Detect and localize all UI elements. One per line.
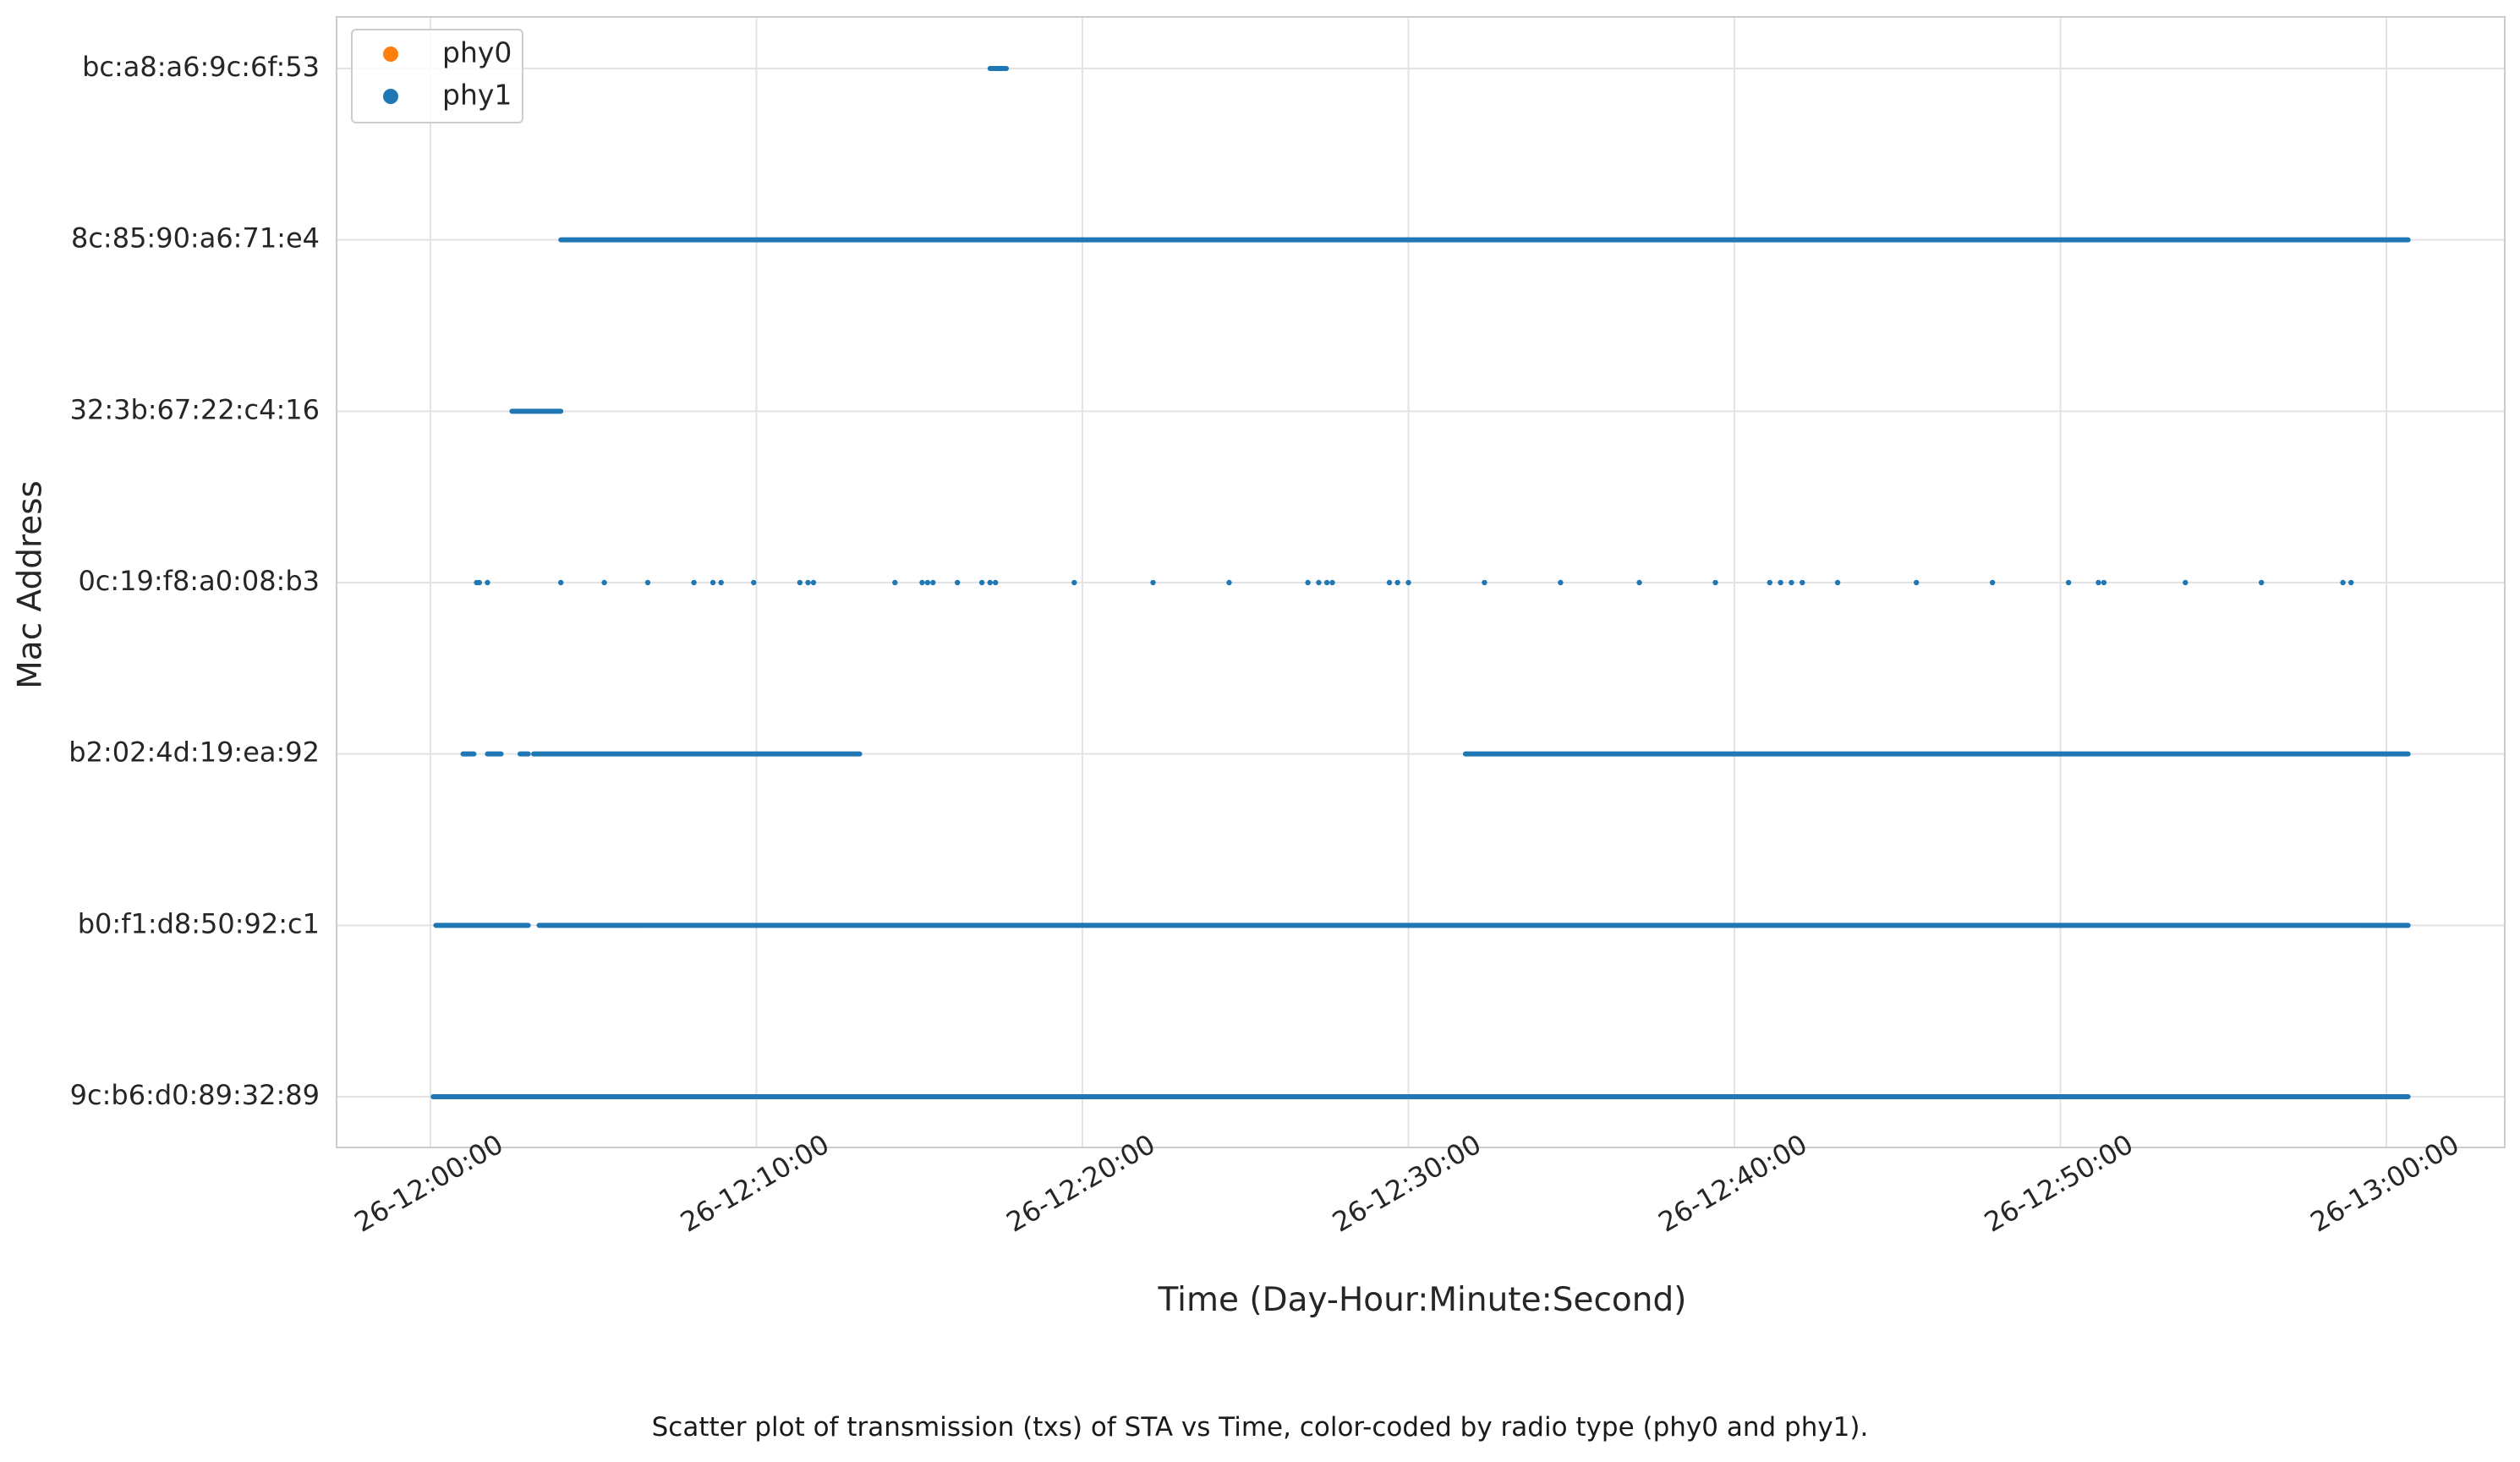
data-point-phy1 xyxy=(1329,579,1335,586)
data-point-phy1 xyxy=(1636,579,1642,586)
data-point-phy1 xyxy=(892,579,898,586)
data-point-phy1 xyxy=(1071,579,1077,586)
data-point-phy1 xyxy=(1150,579,1156,586)
data-point-phy1 xyxy=(2340,579,2346,586)
data-point-phy1 xyxy=(1323,579,1330,586)
data-point-phy1 xyxy=(1558,579,1564,586)
data-point-phy1 xyxy=(987,579,993,586)
legend-marker-phy0 xyxy=(383,47,398,62)
y-tick-label: bc:a8:a6:9c:6f:53 xyxy=(82,51,320,83)
x-tick-label: 26-12:40:00 xyxy=(1653,1128,1813,1239)
x-tick-label: 26-12:50:00 xyxy=(1979,1128,2139,1239)
data-point-phy1 xyxy=(485,579,490,586)
data-point-phy1 xyxy=(993,579,999,586)
data-point-phy1 xyxy=(1800,579,1805,586)
plot-area xyxy=(336,16,2506,1148)
x-axis-ticks: 26-12:00:00 26-12:10:00 26-12:20:00 26-12:3… xyxy=(349,1128,2465,1239)
data-point-phy1 xyxy=(1226,579,1232,586)
data-point-phy1 xyxy=(2065,579,2072,586)
data-point-phy1 xyxy=(691,579,697,586)
y-tick-label: 8c:85:90:a6:71:e4 xyxy=(71,222,320,255)
data-point-phy1 xyxy=(1789,579,1794,586)
data-point-phy1 xyxy=(2183,579,2189,586)
data-point-phy1 xyxy=(955,579,961,586)
x-tick-label: 26-13:00:00 xyxy=(2305,1128,2465,1239)
data-point-phy1 xyxy=(644,579,651,586)
data-point-phy1 xyxy=(978,579,985,586)
x-axis-label: Time (Day-Hour:Minute:Second) xyxy=(1158,1281,1687,1319)
data-point-phy1 xyxy=(601,579,607,586)
y-tick-label: 0c:19:f8:a0:08:b3 xyxy=(78,565,320,597)
legend-marker-phy1 xyxy=(383,89,398,104)
x-tick-label: 26-12:10:00 xyxy=(675,1128,835,1239)
data-point-phy1 xyxy=(751,579,757,586)
legend-label-phy1: phy1 xyxy=(442,79,512,112)
data-point-phy1 xyxy=(1989,579,1996,586)
data-point-phy1 xyxy=(1316,579,1322,586)
legend: phy0 phy1 xyxy=(351,29,523,123)
data-point-phy1 xyxy=(2101,579,2107,586)
x-tick-label: 26-12:30:00 xyxy=(1327,1128,1487,1239)
data-point-phy1 xyxy=(709,579,716,586)
data-point-phy1 xyxy=(924,579,931,586)
data-point-phy1 xyxy=(2259,579,2265,586)
data-point-phy1 xyxy=(1778,579,1783,586)
y-tick-label: 9c:b6:d0:89:32:89 xyxy=(70,1079,320,1111)
data-point-phy1 xyxy=(1767,579,1772,586)
data-point-phy1 xyxy=(1914,579,1920,586)
x-tick-label: 26-12:00:00 xyxy=(349,1128,509,1239)
grid-lines xyxy=(337,17,2505,1147)
data-point-phy1 xyxy=(2348,579,2354,586)
data-point-phy1 xyxy=(2095,579,2101,586)
data-point-phy1 xyxy=(930,579,936,586)
data-point-phy1 xyxy=(718,579,724,586)
data-point-phy1 xyxy=(558,579,564,586)
data-point-phy1 xyxy=(1394,579,1400,586)
data-point-phy1 xyxy=(1305,579,1311,586)
data-point-phy1 xyxy=(476,579,483,586)
y-axis-ticks: 9c:b6:d0:89:32:89 b0:f1:d8:50:92:c1 b2:02:… xyxy=(68,51,320,1111)
data-point-phy1 xyxy=(1386,579,1393,586)
y-tick-label: b0:f1:d8:50:92:c1 xyxy=(78,907,320,939)
data-point-phy1 xyxy=(1405,579,1411,586)
data-point-phy1 xyxy=(810,579,817,586)
y-tick-label: b2:02:4d:19:ea:92 xyxy=(68,736,320,769)
data-point-phy1 xyxy=(1834,579,1841,586)
y-tick-label: 32:3b:67:22:c4:16 xyxy=(70,393,320,425)
data-point-phy1 xyxy=(1482,579,1487,586)
x-tick-label: 26-12:20:00 xyxy=(1001,1128,1161,1239)
legend-label-phy0: phy0 xyxy=(442,36,512,69)
figure-caption: Scatter plot of transmission (txs) of ST… xyxy=(651,1412,1869,1443)
data-point-phy1 xyxy=(1712,579,1718,586)
data-point-phy1 xyxy=(919,579,925,586)
data-point-phy1 xyxy=(805,579,811,586)
data-marks xyxy=(430,66,2411,1099)
y-axis-label: Mac Address xyxy=(12,480,50,689)
data-point-phy1 xyxy=(797,579,803,586)
